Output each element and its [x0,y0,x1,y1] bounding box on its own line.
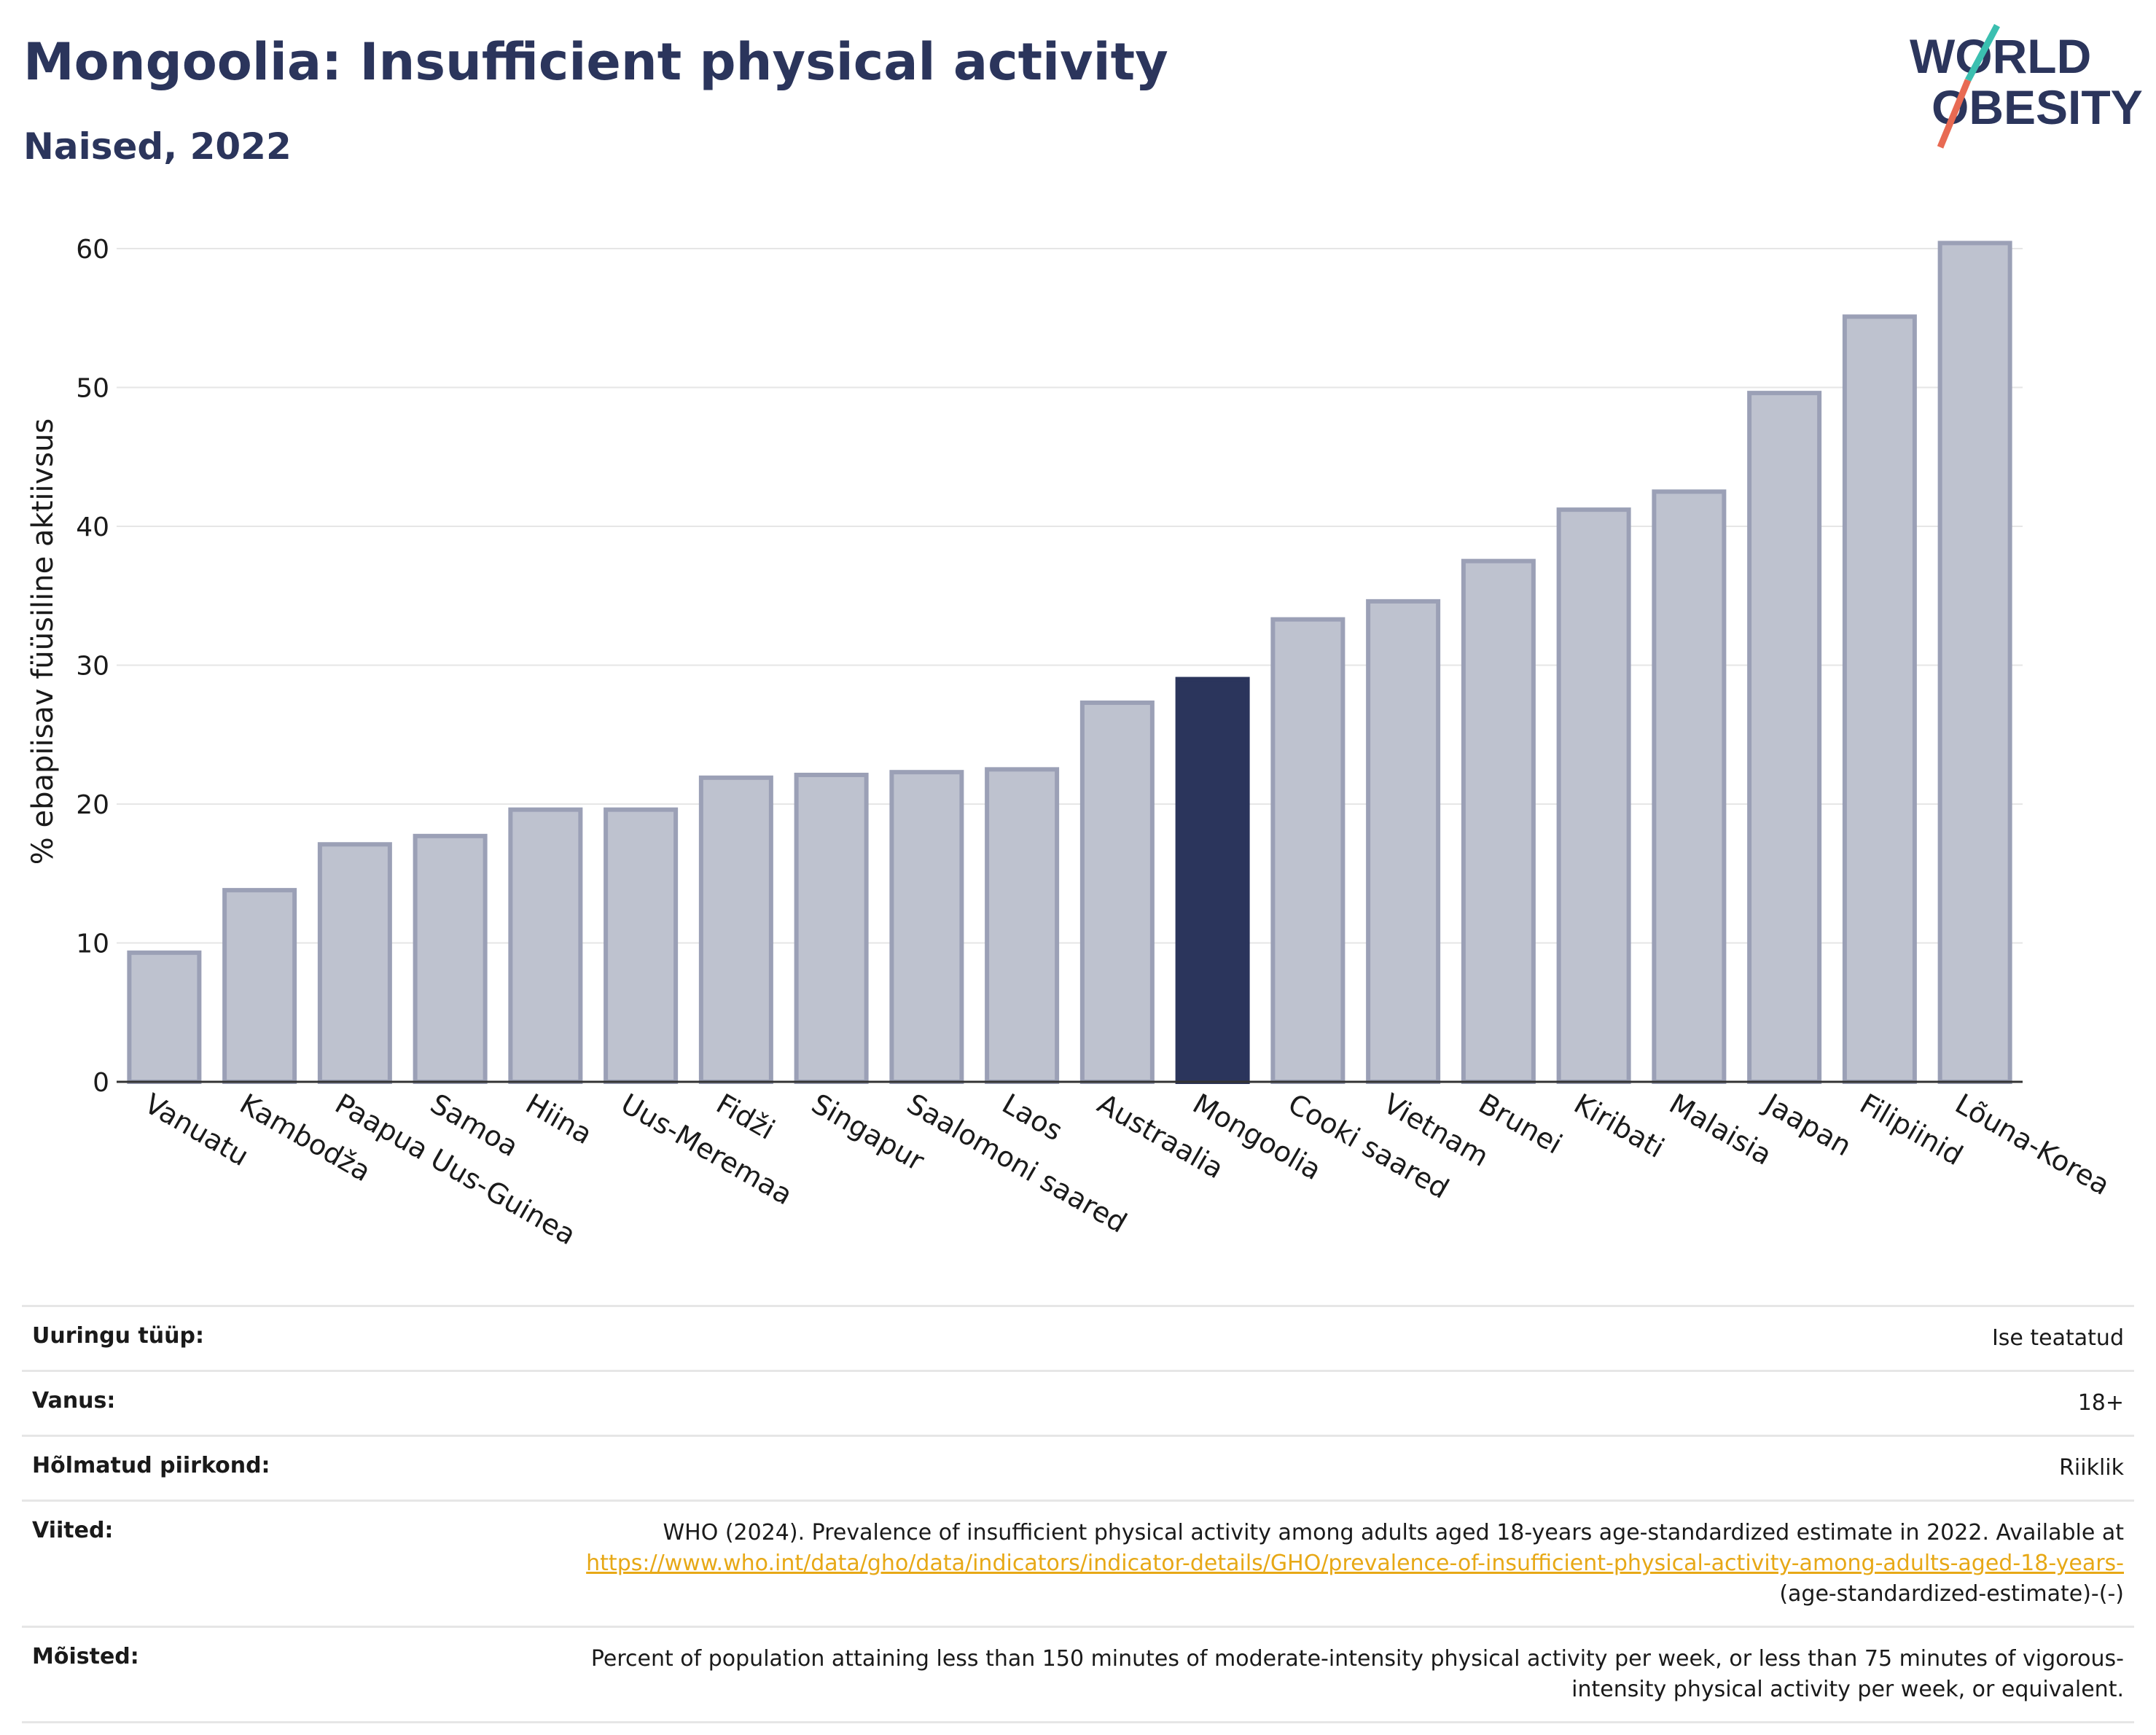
bar-vietnam [1366,599,1441,1084]
y-tick-label: 40 [76,512,109,542]
metadata-table: Uuringu tüüp: Ise teatatud Vanus: 18+ Hõ… [22,1305,2134,1723]
bar-uus-meremaa [604,807,679,1084]
gridlines [117,248,2023,944]
bar-kiribati [1556,507,1631,1084]
chart-subtitle: Naised, 2022 [23,125,292,168]
bar-brunei [1461,558,1536,1084]
bar-hiina [508,807,583,1084]
x-tick-label: Fidži [711,1088,780,1146]
bar-mongoolia [1175,677,1250,1084]
x-tick-label: Vanuatu [139,1088,254,1172]
reference-text: WHO (2024). Prevalence of insufficient p… [663,1520,2124,1545]
bar-cooki-saared [1270,617,1345,1084]
bar-kambod-a [222,888,297,1084]
meta-value: Riiklik [552,1435,2134,1501]
bar-austraalia [1079,700,1155,1084]
bar-fid-i [698,775,773,1085]
bars [127,241,2012,1085]
bar-samoa [413,833,488,1084]
meta-key: Uuringu tüüp: [22,1305,552,1371]
y-tick-label: 0 [93,1068,109,1098]
y-tick-label: 10 [76,929,109,959]
meta-row-age: Vanus: 18+ [22,1370,2134,1436]
y-tick-label: 30 [76,652,109,682]
logo-slash-red [1937,79,1972,149]
x-tick-label: Laos [997,1088,1069,1147]
logo-line1: WORLD [1910,29,2091,83]
chart-title: Mongoolia: Insufficient physical activit… [23,32,1168,92]
bar-singapur [794,772,869,1084]
logo-slash-teal [1965,23,2000,82]
meta-key: Viited: [22,1500,552,1627]
meta-value: 18+ [552,1370,2134,1436]
bar-filipiinid [1842,314,1917,1085]
meta-row-definitions: Mõisted: Percent of population attaining… [22,1626,2134,1723]
bar-laos [985,767,1060,1084]
reference-link[interactable]: https://www.who.int/data/gho/data/indica… [586,1551,2124,1576]
x-tick-label: Cooki saared [1283,1088,1454,1205]
meta-row-references: Viited: WHO (2024). Prevalence of insuff… [22,1500,2134,1627]
bar-jaapan [1747,391,1822,1084]
meta-row-coverage: Hõlmatud piirkond: Riiklik [22,1435,2134,1501]
meta-value: Percent of population attaining less tha… [552,1626,2134,1723]
y-tick-label: 60 [76,235,109,265]
meta-row-survey-type: Uuringu tüüp: Ise teatatud [22,1305,2134,1371]
x-tick-label: Lõuna-Korea [1950,1088,2115,1201]
x-tick-label: Hiina [520,1088,598,1151]
x-tick-label: Malaisia [1664,1088,1777,1171]
x-tick-label: Uus-Meremaa [616,1088,798,1212]
world-obesity-logo: WORLD OBESITY [1910,23,2143,149]
bar-l-una-korea [1937,241,2012,1084]
meta-value: WHO (2024). Prevalence of insufficient p… [552,1500,2134,1627]
meta-key: Vanus: [22,1370,552,1436]
y-tick-label: 50 [76,374,109,404]
meta-key: Mõisted: [22,1626,552,1723]
bar-paapua-uus-guinea [317,842,392,1084]
y-axis-label: % ebapiisav füüsiline aktiivsus [26,418,60,865]
meta-key: Hõlmatud piirkond: [22,1435,552,1501]
x-tick-label: Filipiinid [1854,1088,1968,1171]
bar-vanuatu [127,950,202,1084]
reference-suffix: (age-standardized-estimate)-(-) [1779,1581,2124,1607]
bar-malaisia [1652,489,1727,1084]
y-tick-label: 20 [76,790,109,820]
bar-saalomoni-saared [889,770,964,1085]
x-tick-label: Kiribati [1569,1088,1670,1164]
meta-value: Ise teatatud [552,1305,2134,1371]
